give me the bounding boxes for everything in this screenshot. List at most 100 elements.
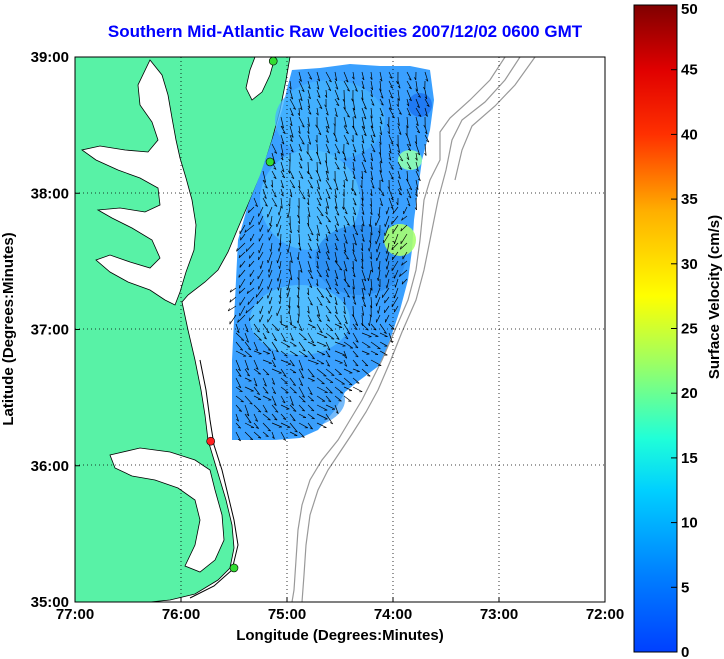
velocity-vector xyxy=(280,152,284,161)
velocity-vector-head xyxy=(274,151,277,154)
velocity-vector-head xyxy=(361,140,365,144)
velocity-vector xyxy=(271,197,278,207)
radar-station-active xyxy=(206,436,215,446)
velocity-vector xyxy=(244,404,250,417)
velocity-vector xyxy=(307,305,310,314)
velocity-vector xyxy=(289,125,294,138)
velocity-vector xyxy=(334,80,339,90)
velocity-vector-head xyxy=(337,151,340,154)
velocity-vector-head xyxy=(336,223,339,226)
velocity-vector xyxy=(298,134,305,145)
velocity-vector-head xyxy=(316,238,319,242)
velocity-vector xyxy=(379,161,382,173)
velocity-vector xyxy=(253,404,262,413)
velocity-vector xyxy=(316,269,322,278)
velocity-vector-head xyxy=(336,213,340,216)
velocity-vector-head xyxy=(326,170,329,174)
velocity-vector xyxy=(424,134,430,143)
velocity-vector-head xyxy=(367,375,371,377)
velocity-vector xyxy=(258,206,264,217)
velocity-vector xyxy=(267,251,273,264)
velocity-vector xyxy=(289,143,294,153)
velocity-vector-head xyxy=(288,203,291,207)
velocity-vector xyxy=(255,287,264,298)
velocity-vector xyxy=(352,161,355,171)
velocity-vector xyxy=(415,152,418,161)
velocity-vector xyxy=(370,107,373,119)
velocity-vector-head xyxy=(362,126,365,129)
velocity-vector-head xyxy=(335,86,339,90)
velocity-vector-head xyxy=(327,301,331,304)
velocity-vector xyxy=(391,242,399,250)
velocity-vector-head xyxy=(350,188,354,192)
velocity-vector-head xyxy=(299,158,303,161)
velocity-vector xyxy=(379,98,384,106)
velocity-vector xyxy=(334,386,344,394)
velocity-vector-head xyxy=(353,149,357,153)
velocity-vector-head xyxy=(327,151,330,154)
velocity-vector xyxy=(307,341,316,346)
velocity-vector-head xyxy=(301,436,305,438)
velocity-vector-head xyxy=(326,274,329,278)
velocity-vector-head xyxy=(331,338,335,340)
velocity-vector xyxy=(343,251,349,260)
velocity-vector xyxy=(352,314,359,326)
velocity-vector-head xyxy=(281,125,284,129)
velocity-vector-head xyxy=(275,329,279,331)
velocity-vector-head xyxy=(372,150,376,153)
velocity-vector-head xyxy=(363,116,367,120)
velocity-vector-head xyxy=(229,289,232,293)
velocity-vector xyxy=(253,197,258,207)
velocity-vector xyxy=(370,224,373,236)
velocity-vector xyxy=(352,116,355,129)
velocity-vector xyxy=(253,431,262,439)
velocity-vector-head xyxy=(272,382,275,385)
velocity-vector-head xyxy=(335,283,338,287)
velocity-vector xyxy=(287,206,291,218)
velocity-vector xyxy=(325,161,329,174)
velocity-vector-head xyxy=(401,217,404,221)
velocity-vector xyxy=(370,188,373,197)
velocity-vector xyxy=(316,215,322,225)
velocity-vector-head xyxy=(361,239,365,242)
velocity-vector-head xyxy=(254,383,258,387)
velocity-vector xyxy=(289,98,297,110)
velocity-vector xyxy=(240,233,246,241)
velocity-vector-head xyxy=(383,331,387,334)
velocity-vector-head xyxy=(387,186,390,190)
velocity-vector xyxy=(401,260,408,266)
velocity-vector xyxy=(277,251,282,264)
velocity-vector-head xyxy=(352,158,356,162)
velocity-vector xyxy=(325,197,330,209)
velocity-vector-head xyxy=(297,112,300,116)
velocity-vector xyxy=(385,269,390,278)
velocity-vector xyxy=(316,395,326,402)
radar-station xyxy=(268,57,278,66)
velocity-vector-head xyxy=(238,274,240,278)
velocity-vector xyxy=(244,395,253,405)
velocity-vector xyxy=(280,161,285,173)
velocity-vector-head xyxy=(344,356,348,359)
velocity-vector xyxy=(316,143,319,155)
velocity-vector xyxy=(316,359,325,365)
velocity-vector xyxy=(271,152,276,164)
velocity-vector xyxy=(316,413,328,420)
velocity-vector-head xyxy=(355,364,359,367)
velocity-vector xyxy=(334,359,343,364)
velocity-vector-head xyxy=(390,340,393,343)
velocity-vector-head xyxy=(338,322,342,325)
velocity-vector-head xyxy=(300,383,303,386)
velocity-vector-head xyxy=(327,231,331,234)
velocity-vector-head xyxy=(370,158,373,162)
velocity-vector-head xyxy=(339,268,343,271)
velocity-vector xyxy=(401,278,408,285)
velocity-vector xyxy=(280,395,286,404)
velocity-vector-head xyxy=(237,368,241,372)
velocity-vector xyxy=(379,152,383,164)
velocity-vector-head xyxy=(288,268,291,272)
velocity-vector-head xyxy=(248,355,252,358)
velocity-vector-head xyxy=(396,81,399,84)
velocity-vector xyxy=(343,332,349,340)
velocity-vector xyxy=(370,323,377,331)
velocity-vector-head xyxy=(267,269,270,273)
